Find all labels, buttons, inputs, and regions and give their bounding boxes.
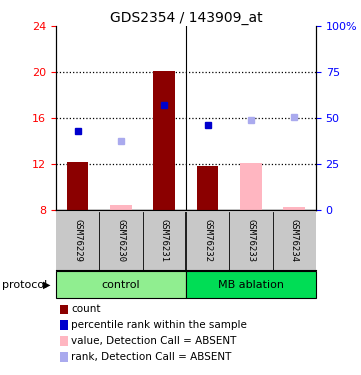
FancyBboxPatch shape [56, 271, 186, 298]
Text: ▶: ▶ [43, 280, 51, 290]
Text: control: control [102, 280, 140, 290]
Text: GSM76234: GSM76234 [290, 219, 299, 262]
Bar [67, 162, 88, 210]
Text: rank, Detection Call = ABSENT: rank, Detection Call = ABSENT [71, 352, 231, 362]
Text: GSM76233: GSM76233 [247, 219, 255, 262]
Text: GSM76230: GSM76230 [117, 219, 125, 262]
FancyBboxPatch shape [186, 271, 316, 298]
Bar [197, 166, 218, 210]
Bar [110, 206, 132, 210]
Text: GSM76232: GSM76232 [203, 219, 212, 262]
Text: MB ablation: MB ablation [218, 280, 284, 290]
Text: protocol: protocol [2, 280, 47, 290]
Bar [283, 207, 305, 210]
Bar [153, 71, 175, 210]
Text: percentile rank within the sample: percentile rank within the sample [71, 320, 247, 330]
Text: value, Detection Call = ABSENT: value, Detection Call = ABSENT [71, 336, 236, 346]
Text: GSM76229: GSM76229 [73, 219, 82, 262]
Bar [240, 163, 262, 210]
Title: GDS2354 / 143909_at: GDS2354 / 143909_at [110, 11, 262, 25]
Text: GSM76231: GSM76231 [160, 219, 169, 262]
Text: count: count [71, 304, 101, 314]
